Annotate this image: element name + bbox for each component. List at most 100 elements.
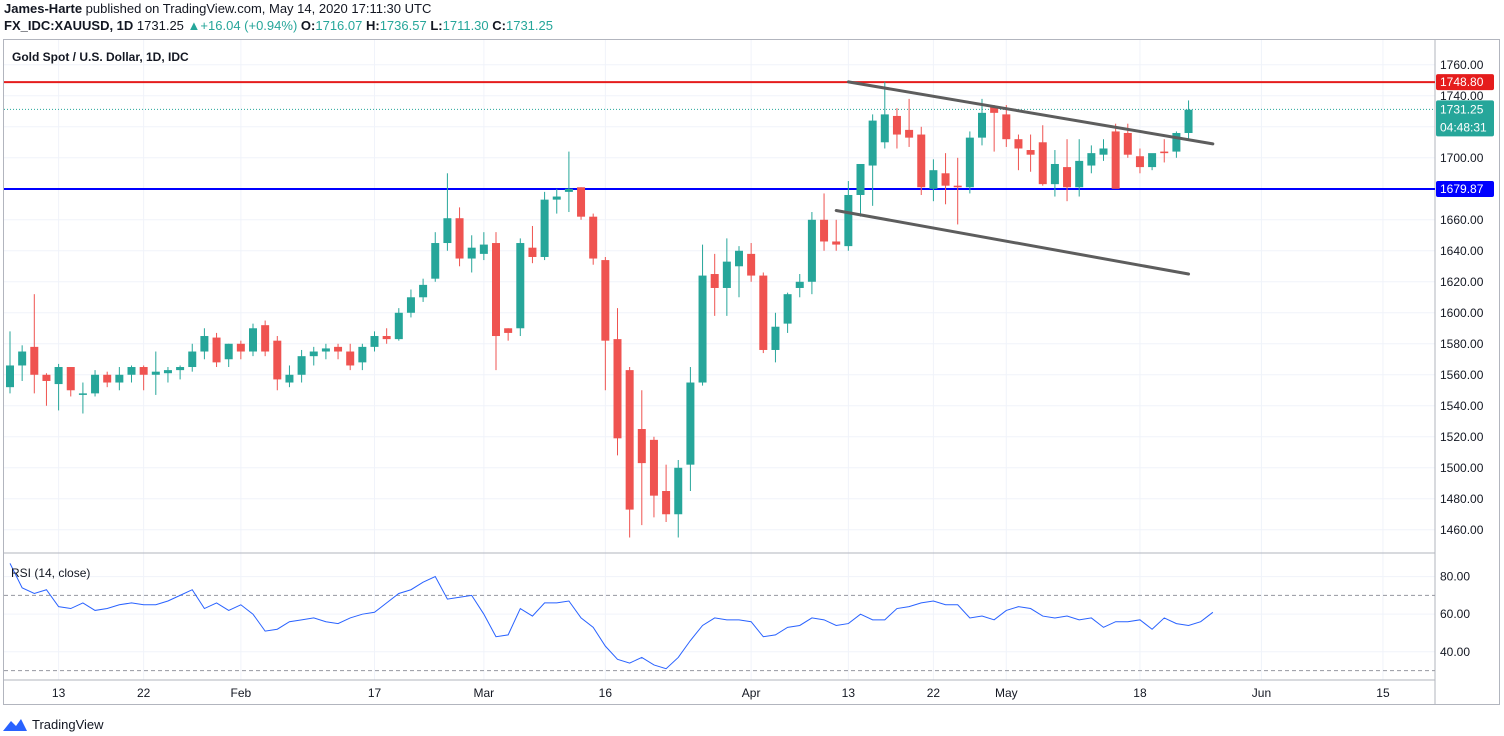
candle[interactable] — [443, 173, 452, 251]
candle[interactable] — [66, 367, 75, 397]
candle[interactable] — [759, 272, 768, 354]
candle[interactable] — [577, 187, 586, 220]
candle[interactable] — [1014, 134, 1023, 171]
candle[interactable] — [832, 219, 841, 251]
candle[interactable] — [892, 108, 901, 149]
candle[interactable] — [1099, 139, 1108, 161]
candle[interactable] — [589, 213, 598, 265]
candle[interactable] — [820, 193, 829, 251]
candle[interactable] — [929, 159, 938, 202]
lower-trendline[interactable] — [834, 208, 1191, 276]
candle[interactable] — [722, 238, 731, 316]
candle[interactable] — [917, 126, 926, 195]
candle[interactable] — [953, 157, 962, 225]
candle[interactable] — [139, 365, 148, 391]
candle[interactable] — [1063, 139, 1072, 202]
candle[interactable] — [334, 343, 343, 360]
candle[interactable] — [1160, 139, 1169, 163]
candle[interactable] — [212, 332, 221, 368]
candle[interactable] — [686, 367, 695, 492]
candle[interactable] — [91, 370, 100, 397]
candle[interactable] — [844, 181, 853, 251]
candle[interactable] — [431, 232, 440, 282]
candle[interactable] — [188, 343, 197, 372]
candle[interactable] — [346, 343, 355, 371]
candle[interactable] — [54, 363, 63, 411]
candle[interactable] — [1038, 125, 1047, 186]
candle[interactable] — [394, 308, 403, 341]
candle[interactable] — [941, 153, 950, 205]
candle[interactable] — [273, 336, 282, 391]
candle[interactable] — [236, 340, 245, 360]
candle[interactable] — [1075, 139, 1084, 197]
candle[interactable] — [552, 188, 561, 214]
candle[interactable] — [613, 308, 622, 456]
candle[interactable] — [297, 349, 306, 383]
candle[interactable] — [6, 331, 14, 394]
candle[interactable] — [479, 232, 488, 261]
candle[interactable] — [285, 365, 294, 388]
candle[interactable] — [905, 98, 914, 147]
candle[interactable] — [1026, 134, 1035, 172]
candle[interactable] — [710, 253, 719, 316]
candle[interactable] — [419, 278, 428, 302]
candle[interactable] — [540, 191, 549, 261]
candle[interactable] — [358, 343, 367, 371]
candle[interactable] — [795, 274, 804, 298]
candle[interactable] — [200, 328, 209, 360]
candle[interactable] — [662, 464, 671, 523]
candle[interactable] — [1135, 148, 1144, 174]
candle[interactable] — [1184, 100, 1193, 141]
candle[interactable] — [880, 81, 889, 149]
candle[interactable] — [78, 382, 87, 414]
candle[interactable] — [807, 212, 816, 295]
upper-trendline[interactable] — [846, 80, 1215, 146]
footer-brand[interactable]: TradingView — [32, 716, 104, 732]
candle[interactable] — [382, 328, 391, 344]
candle[interactable] — [1172, 131, 1181, 158]
candle[interactable] — [127, 365, 136, 383]
candle[interactable] — [103, 371, 112, 388]
candle[interactable] — [224, 343, 233, 368]
candle[interactable] — [115, 367, 124, 391]
candle[interactable] — [492, 232, 500, 371]
candle[interactable] — [868, 114, 877, 206]
candle[interactable] — [856, 163, 865, 217]
candle[interactable] — [649, 436, 658, 518]
candle[interactable] — [735, 246, 743, 298]
candle[interactable] — [516, 238, 525, 337]
candle[interactable] — [249, 323, 257, 357]
candle[interactable] — [625, 367, 634, 538]
candle[interactable] — [467, 235, 476, 273]
candle[interactable] — [261, 320, 270, 357]
candle[interactable] — [771, 312, 780, 363]
candle[interactable] — [18, 345, 27, 381]
candle[interactable] — [674, 460, 683, 538]
candle[interactable] — [528, 225, 537, 264]
candle[interactable] — [601, 256, 610, 391]
candle[interactable] — [1148, 153, 1157, 171]
candle[interactable] — [504, 328, 513, 341]
candle[interactable] — [1002, 105, 1011, 147]
candle[interactable] — [978, 98, 986, 146]
chart-frame[interactable] — [3, 39, 1500, 705]
rsi-line[interactable] — [9, 563, 1214, 670]
candle[interactable] — [783, 292, 792, 333]
candle[interactable] — [1050, 150, 1059, 197]
candle[interactable] — [309, 346, 318, 366]
candle[interactable] — [163, 367, 172, 383]
candle[interactable] — [42, 373, 51, 406]
candle[interactable] — [30, 294, 39, 394]
candle[interactable] — [564, 151, 573, 213]
candle[interactable] — [455, 207, 464, 267]
candle[interactable] — [990, 105, 999, 152]
candle[interactable] — [698, 244, 707, 386]
candle[interactable] — [406, 289, 415, 318]
candle[interactable] — [176, 365, 185, 380]
candle[interactable] — [370, 331, 379, 352]
candle[interactable] — [747, 243, 756, 282]
candle[interactable] — [637, 390, 646, 526]
candle[interactable] — [1111, 123, 1120, 189]
candle[interactable] — [1087, 145, 1096, 174]
